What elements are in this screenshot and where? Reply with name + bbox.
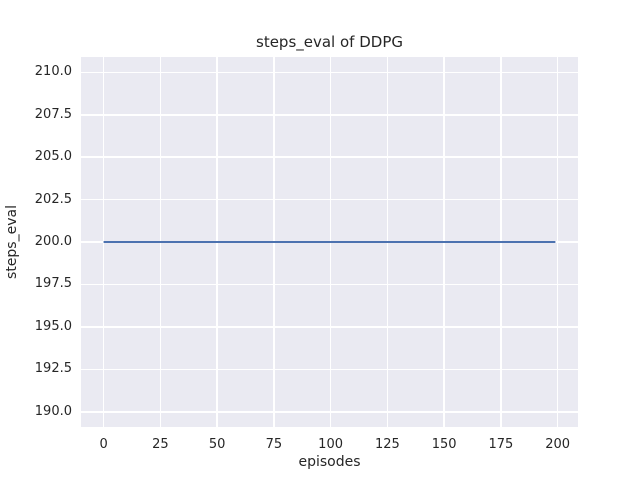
x-tick-label: 50	[208, 437, 226, 452]
line-series-svg	[103, 241, 556, 243]
x-tick-label: 125	[374, 437, 400, 452]
y-gridline	[81, 114, 578, 116]
y-gridline	[81, 156, 578, 158]
y-tick-label: 190.0	[34, 403, 72, 419]
y-gridline	[81, 71, 578, 73]
y-tick-label: 202.5	[34, 191, 72, 207]
x-axis-label: episodes	[298, 454, 361, 470]
y-tick-label: 200.0	[34, 234, 72, 249]
x-tick-label: 175	[488, 437, 514, 452]
chart-title: steps_eval of DDPG	[256, 33, 403, 51]
y-tick-label: 192.5	[34, 361, 72, 377]
y-gridline	[81, 198, 578, 201]
x-tick-label: 25	[152, 437, 169, 452]
y-tick-label: 207.5	[34, 106, 72, 122]
x-tick-label: 100	[318, 437, 343, 452]
x-tick-label: 75	[265, 437, 283, 452]
y-gridline	[81, 411, 578, 413]
y-tick-label: 205.0	[34, 149, 72, 165]
y-gridline	[81, 326, 578, 328]
y-gridline	[81, 283, 578, 286]
x-tick-label: 200	[545, 437, 571, 452]
y-tick-label: 197.5	[34, 276, 72, 292]
x-tick-label: 150	[431, 437, 457, 452]
y-tick-label: 210.0	[34, 64, 72, 80]
y-tick-label: 195.0	[34, 318, 72, 334]
plot-area	[81, 57, 578, 427]
y-gridline	[81, 368, 578, 370]
x-tick-label: 0	[99, 437, 108, 452]
